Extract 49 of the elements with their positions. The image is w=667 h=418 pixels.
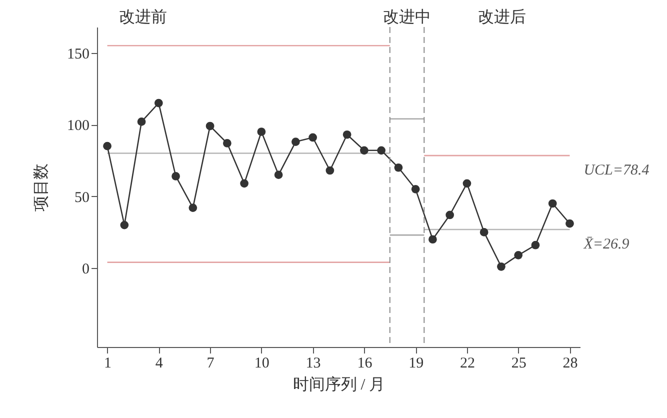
x-tick-label: 13 (306, 356, 321, 372)
text: 改进中 (383, 8, 432, 26)
point (326, 166, 334, 175)
point (497, 262, 506, 271)
point (120, 220, 129, 230)
point (222, 139, 232, 148)
x-axis-title: 时间序列 / 月 (292, 376, 386, 394)
point (480, 228, 488, 236)
y-tick-label: 150 (67, 46, 90, 62)
point (206, 122, 214, 130)
point (137, 118, 146, 126)
point (308, 133, 317, 142)
point (377, 146, 386, 155)
x-tick-label: 1 (104, 356, 112, 372)
point (257, 128, 266, 136)
text: 改进后 (478, 8, 526, 26)
annotation: UCL=78.4 (584, 162, 650, 179)
x-tick-label: 16 (357, 356, 373, 372)
y-tick-label: 0 (82, 262, 90, 278)
point (188, 204, 198, 212)
point (394, 163, 403, 172)
x-tick-label: 10 (254, 356, 270, 372)
point (531, 240, 540, 250)
x-tick-label: 25 (511, 356, 526, 372)
y-axis-title: 项目数 (33, 164, 50, 212)
point (103, 142, 112, 150)
x-tick-label: 28 (562, 356, 578, 372)
x-tick-label: 4 (155, 356, 164, 372)
point (292, 138, 300, 146)
x-tick-label: 7 (206, 356, 215, 372)
point (240, 179, 248, 188)
point (566, 219, 574, 228)
point (428, 235, 437, 244)
y-tick-label: 100 (67, 118, 90, 134)
point (548, 199, 557, 208)
point (462, 179, 472, 188)
point (514, 250, 523, 260)
point (172, 172, 180, 180)
annotation: X̄=26.9 (582, 236, 630, 252)
point (274, 170, 283, 179)
x-tick-label: 19 (408, 356, 424, 372)
point (154, 98, 163, 108)
text: 改进前 (119, 8, 167, 26)
point (446, 210, 454, 220)
point (360, 146, 368, 155)
x-tick-label: 22 (460, 356, 475, 372)
point (411, 184, 420, 194)
y-tick-label: 50 (74, 190, 90, 206)
point (342, 130, 352, 139)
